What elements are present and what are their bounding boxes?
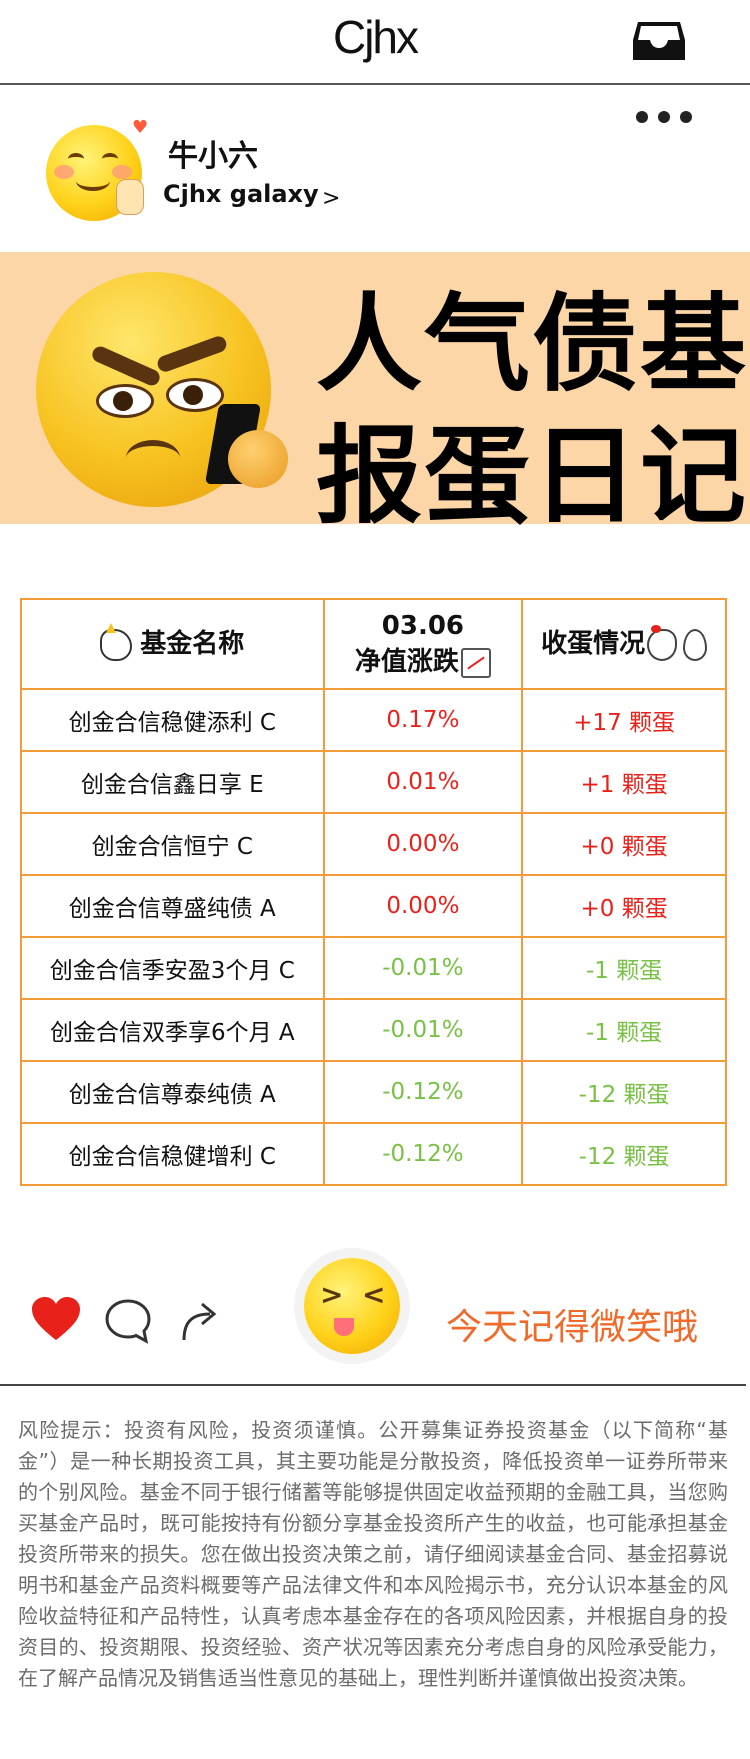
change-cell: -0.01% [322,998,524,1062]
eggs-cell: +17 颗蛋 [521,688,727,752]
table-row: 创金合信鑫日享 E 0.01% +1 颗蛋 [20,750,727,814]
change-cell: 0.01% [322,750,524,814]
table-row: 创金合信稳健添利 C 0.17% +17 颗蛋 [20,688,727,752]
hen-icon [647,624,678,661]
header-fund-name: 基金名称 [20,598,325,690]
change-cell: -0.01% [322,936,524,1000]
eggs-cell: -1 颗蛋 [521,998,727,1062]
heart-icon[interactable] [30,1296,82,1342]
fund-name-cell: 创金合信双季享6个月 A [20,998,325,1062]
author-account[interactable]: Cjhx galaxy [163,180,319,208]
avatar[interactable]: ♥ [46,117,148,221]
chevron-right-icon[interactable]: > [322,186,341,211]
peace-hand-icon [116,179,144,215]
fund-name-cell: 创金合信季安盈3个月 C [20,936,325,1000]
eggs-cell: +1 颗蛋 [521,750,727,814]
chart-increasing-icon [460,647,491,678]
fist-icon [228,430,288,488]
eggs-cell: +0 颗蛋 [521,874,727,938]
top-bar: Cjhx [0,0,750,85]
app-logo: Cjhx [332,11,419,63]
header-change-label: 净值涨跌 [354,647,459,677]
egg-icon [683,628,708,661]
banner-title-line1: 人气债基 [316,283,748,406]
banner: 人气债基 报蛋日记 [0,252,750,538]
banner-title-line2: 报蛋日记 [316,415,748,538]
change-cell: -0.12% [322,1060,524,1124]
risk-disclaimer: 风险提示：投资有风险，投资须谨慎。公开募集证券投资基金（以下简称“基金”）是一种… [18,1418,728,1690]
change-cell: -0.12% [322,1122,524,1186]
fund-name-cell: 创金合信稳健增利 C [20,1122,325,1186]
table-row: 创金合信尊泰纯债 A -0.12% -12 颗蛋 [20,1060,727,1124]
table-row: 创金合信尊盛纯债 A 0.00% +0 颗蛋 [20,874,727,938]
share-icon[interactable] [178,1298,220,1342]
change-cell: 0.00% [322,812,524,876]
more-options-icon[interactable] [636,111,692,125]
fund-name-cell: 创金合信稳健添利 C [20,688,325,752]
fund-table: 基金名称 03.06 净值涨跌 收蛋情况 创金合信稳健添利 C 0.17% +17 … [20,598,727,1186]
fund-name-cell: 创金合信尊盛纯债 A [20,874,325,938]
header-date: 03.06 [381,611,465,641]
smile-caption: 今天记得微笑哦 [446,1307,699,1348]
unicorn-icon [100,622,133,661]
fund-name-cell: 创金合信尊泰纯债 A [20,1060,325,1124]
table-row: 创金合信双季享6个月 A -0.01% -1 颗蛋 [20,998,727,1062]
change-cell: 0.17% [322,688,524,752]
table-row: 创金合信季安盈3个月 C -0.01% -1 颗蛋 [20,936,727,1000]
table-row: 创金合信恒宁 C 0.00% +0 颗蛋 [20,812,727,876]
header-change: 03.06 净值涨跌 [322,598,524,690]
fund-name-cell: 创金合信鑫日享 E [20,750,325,814]
small-heart-icon: ♥ [132,117,149,138]
inbox-icon[interactable] [632,18,686,62]
table-row: 创金合信稳健增利 C -0.12% -12 颗蛋 [20,1122,727,1186]
eggs-cell: -1 颗蛋 [521,936,727,1000]
eggs-cell: -12 颗蛋 [521,1060,727,1124]
table-header-row: 基金名称 03.06 净值涨跌 收蛋情况 [20,598,727,690]
post-header: ♥ 牛小六 Cjhx galaxy > [0,85,750,252]
eggs-cell: -12 颗蛋 [521,1122,727,1186]
divider [0,1384,746,1386]
header-eggs: 收蛋情况 [521,598,727,690]
winking-face-icon: > < [304,1258,400,1354]
change-cell: 0.00% [322,874,524,938]
comment-icon[interactable] [104,1298,152,1344]
author-name[interactable]: 牛小六 [168,139,258,174]
fund-name-cell: 创金合信恒宁 C [20,812,325,876]
eggs-cell: +0 颗蛋 [521,812,727,876]
